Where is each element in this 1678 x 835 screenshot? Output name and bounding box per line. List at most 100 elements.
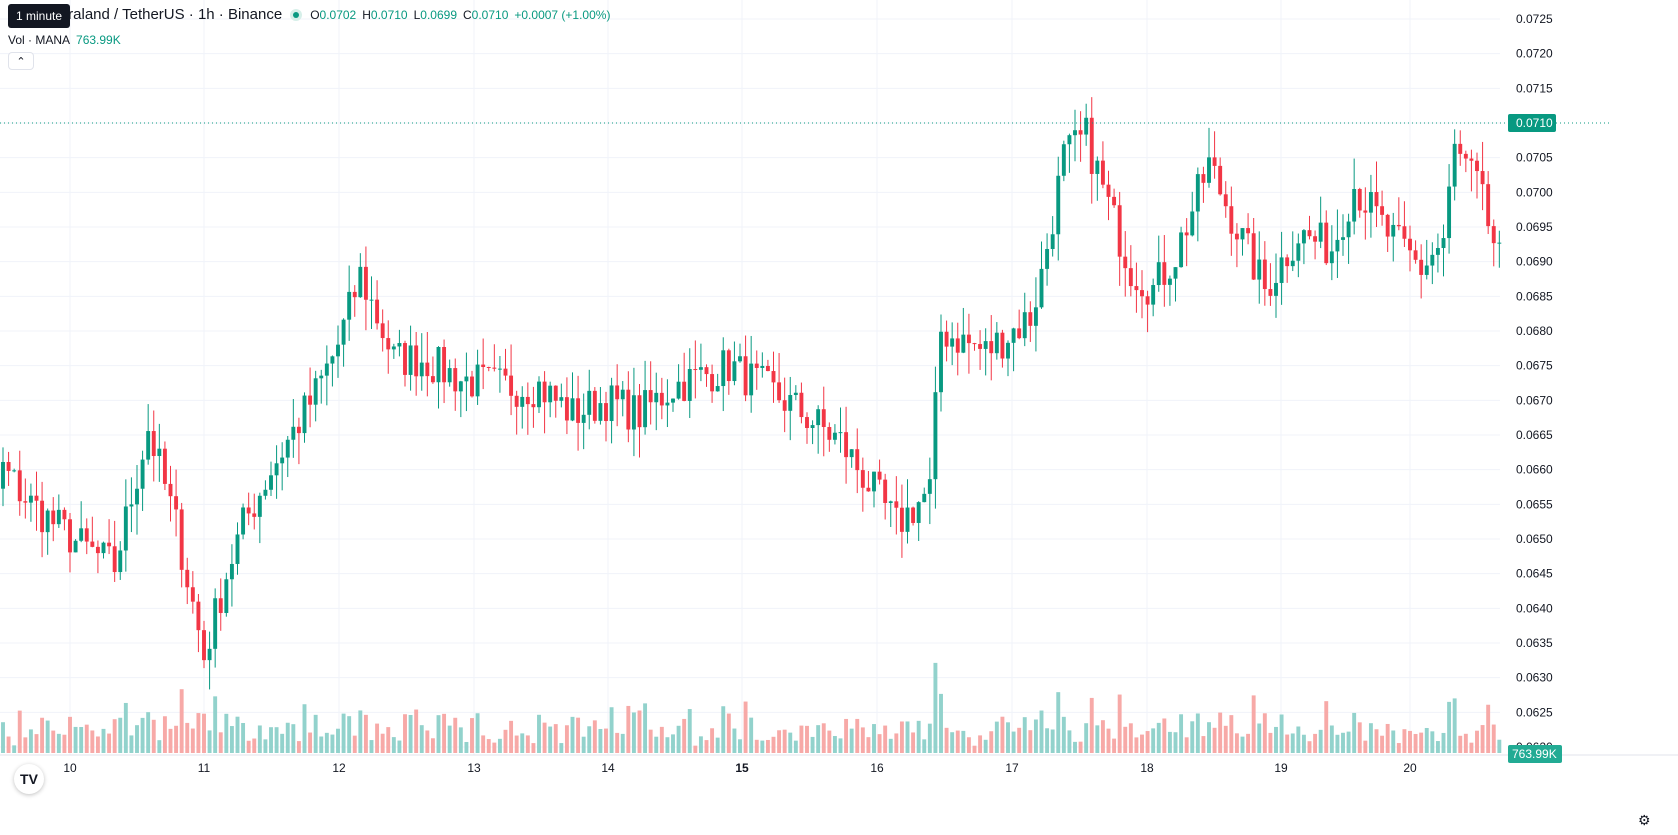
volume-bar <box>1257 723 1262 753</box>
candle-body <box>721 350 726 387</box>
volume-bar <box>464 741 469 753</box>
candle-body <box>174 496 179 510</box>
high-label: H <box>362 7 371 22</box>
y-tick-label: 0.0720 <box>1516 47 1553 61</box>
volume-bar <box>1190 721 1195 753</box>
candle-body <box>659 392 664 406</box>
candle-body <box>1296 243 1301 261</box>
collapse-legend-button[interactable]: ⌃ <box>8 52 34 70</box>
candle-body <box>710 374 715 392</box>
volume-bar <box>838 738 843 753</box>
volume-bar <box>564 725 569 753</box>
volume-bar <box>1301 734 1306 753</box>
volume-legend[interactable]: Vol · MANA 763.99K <box>8 33 121 47</box>
volume-bar <box>291 724 296 753</box>
candle-body <box>151 431 156 457</box>
candle-body <box>12 470 17 472</box>
volume-bar <box>1380 735 1385 753</box>
candle-body <box>1179 232 1184 268</box>
candle-body <box>1073 130 1077 136</box>
candle-body <box>1335 239 1340 252</box>
candle-body <box>1128 268 1133 287</box>
candle-body <box>185 569 190 588</box>
candle-body <box>1313 236 1318 242</box>
low-label: L <box>413 7 421 22</box>
tradingview-logo-icon[interactable]: TV <box>14 764 44 794</box>
symbol-title[interactable]: traland / TetherUS · 1h · Binance <box>64 6 283 23</box>
candle-body <box>855 449 860 471</box>
volume-bar <box>235 716 240 753</box>
y-tick-label: 0.0675 <box>1516 359 1553 373</box>
candle-body <box>375 299 380 324</box>
candle-body <box>872 471 876 492</box>
volume-bar <box>950 732 955 753</box>
y-tick-label: 0.0715 <box>1516 81 1553 95</box>
volume-bar <box>961 730 966 753</box>
candle-body <box>927 479 932 494</box>
volume-bar <box>704 740 709 753</box>
volume-bar <box>849 728 854 753</box>
last-price-tag: 0.0710 <box>1508 114 1556 132</box>
volume-bar <box>140 717 145 753</box>
volume-bar <box>1391 730 1396 753</box>
candle-body <box>944 331 949 347</box>
volume-bar <box>6 736 11 753</box>
candle-body <box>436 347 441 383</box>
candle-body <box>341 319 346 345</box>
volume-bar <box>665 737 670 753</box>
volume-bar <box>336 728 340 753</box>
candle-body <box>1162 262 1167 285</box>
volume-bar <box>1045 728 1050 753</box>
candle-body <box>883 479 888 503</box>
candle-body <box>45 510 50 533</box>
volume-bar <box>1447 701 1452 753</box>
candle-body <box>671 398 675 403</box>
volume-bar <box>1117 694 1122 753</box>
candle-body <box>793 392 798 396</box>
volume-bar <box>146 712 151 753</box>
volume-bar <box>905 721 910 753</box>
time-axis[interactable]: 10 11 12 13 14 15 16 17 18 19 20 <box>0 754 1678 775</box>
candle-body <box>6 461 11 471</box>
candle-body <box>966 334 971 344</box>
volume-bar <box>883 725 888 753</box>
close-label: C <box>463 7 472 22</box>
volume-bar <box>246 740 251 753</box>
candle-body <box>1011 328 1016 343</box>
y-tick-label: 0.0625 <box>1516 705 1553 719</box>
candle-body <box>665 402 670 406</box>
candle-body <box>168 483 173 497</box>
volume-bar <box>118 717 123 753</box>
volume-bar <box>1408 730 1412 753</box>
gear-icon[interactable]: ⚙ <box>1638 812 1651 828</box>
y-tick-label: 0.0630 <box>1516 671 1553 685</box>
y-tick-label: 0.0640 <box>1516 601 1553 615</box>
volume-bar <box>56 733 61 753</box>
volume-bar <box>598 728 603 753</box>
volume-bar <box>84 724 89 753</box>
x-tick-label: 12 <box>332 761 346 775</box>
volume-bar <box>654 736 659 753</box>
candle-body <box>950 338 955 347</box>
candle-body <box>788 395 793 411</box>
volume-bar <box>1084 723 1089 753</box>
candle-body <box>1218 165 1223 195</box>
market-status-icon[interactable] <box>290 8 303 21</box>
volume-bar <box>1368 723 1373 753</box>
volume-bar <box>916 720 921 753</box>
candle-body <box>771 371 776 383</box>
candle-body <box>112 546 117 573</box>
candle-body <box>352 291 357 298</box>
volume-bar <box>715 737 720 753</box>
volume-bar <box>860 727 865 753</box>
volume-bar <box>324 732 329 753</box>
candle-body <box>1112 196 1117 206</box>
volume-bar <box>107 733 112 753</box>
candle-body <box>1100 160 1105 185</box>
candle-body <box>866 487 871 492</box>
candle-body <box>553 385 558 401</box>
volume-bar <box>525 735 530 753</box>
candle-body <box>218 598 223 613</box>
candle-body <box>1497 242 1502 244</box>
